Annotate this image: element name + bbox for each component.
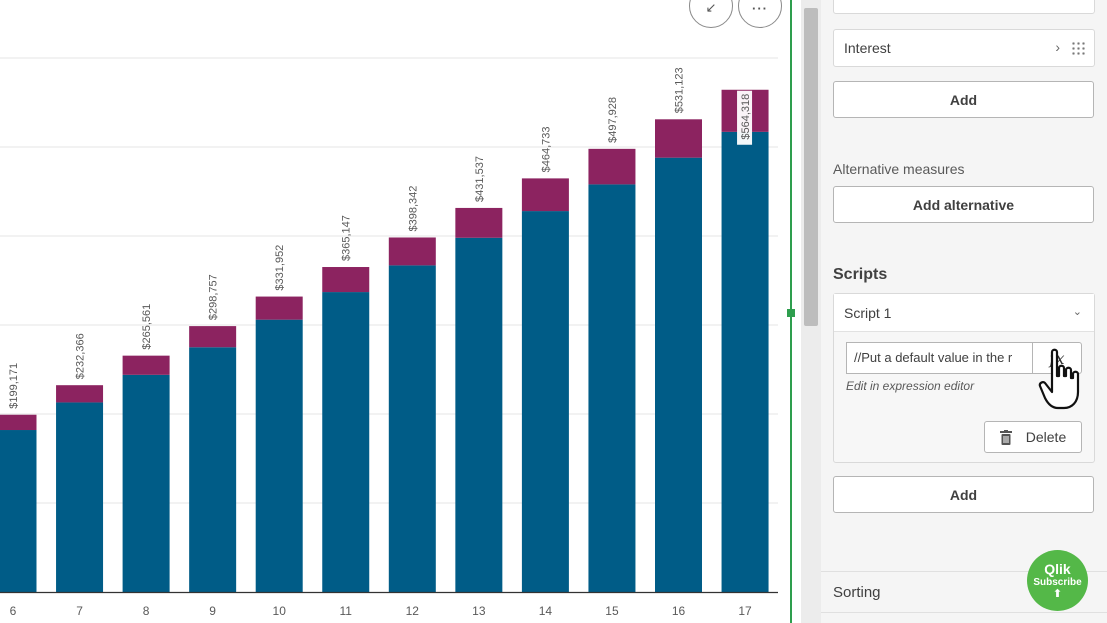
bar-segment-base[interactable] — [588, 184, 636, 592]
data-label: $464,733 — [540, 126, 552, 172]
arrow-up-icon: ⬆ — [1052, 587, 1063, 600]
bar-segment-interest[interactable] — [588, 148, 636, 185]
bar-segment-base[interactable] — [521, 211, 569, 592]
bar-segment-interest[interactable] — [56, 385, 104, 403]
alternative-measures-label: Alternative measures — [833, 161, 965, 177]
bar-segment-interest[interactable] — [322, 267, 370, 293]
bar-segment-interest[interactable] — [655, 119, 702, 158]
subscribe-label: Subscribe — [1033, 576, 1082, 588]
bar-segment-base[interactable] — [655, 157, 702, 592]
data-label: $431,537 — [474, 156, 486, 202]
bar-segment-base[interactable] — [322, 292, 370, 592]
previous-measure-box[interactable] — [833, 0, 1095, 14]
x-tick-label: 16 — [672, 604, 686, 618]
measure-label: Interest — [844, 40, 891, 56]
hand-pointer-cursor-icon — [1038, 348, 1080, 410]
x-tick-label: 6 — [10, 604, 17, 618]
scripts-heading: Scripts — [833, 266, 888, 283]
script-header[interactable]: Script 1 ⌄ — [834, 294, 1094, 332]
trash-icon — [999, 429, 1012, 445]
script-title: Script 1 — [844, 304, 892, 321]
x-tick-label: 13 — [472, 604, 486, 618]
bar-segment-interest[interactable] — [388, 237, 436, 266]
data-label: $331,952 — [274, 245, 286, 291]
chart-area: $199,171 6 $232,366 7 $265,561 8 $298,757 9 $331… — [0, 0, 782, 618]
data-label: $497,928 — [607, 97, 619, 143]
add-alternative-button[interactable]: Add alternative — [833, 186, 1094, 223]
bar-segment-base[interactable] — [388, 265, 436, 592]
scrollbar-thumb[interactable] — [804, 8, 818, 326]
minimize-arrow-icon: ↙ — [705, 0, 717, 15]
bar-segment-interest[interactable] — [255, 296, 303, 320]
data-label: $564,318 — [740, 94, 752, 140]
expression-hint: Edit in expression editor — [846, 379, 975, 393]
bar-segment-interest[interactable] — [0, 414, 37, 431]
bar-segment-base[interactable] — [189, 347, 237, 592]
bar-segment-interest[interactable] — [122, 355, 170, 375]
bar-segment-interest[interactable] — [455, 207, 503, 238]
bar-segment-base[interactable] — [122, 374, 170, 592]
bar-segment-base[interactable] — [0, 430, 37, 592]
data-label: $199,171 — [8, 363, 20, 409]
data-label: $232,366 — [75, 333, 87, 379]
add-measure-button[interactable]: Add — [833, 81, 1094, 118]
sorting-label: Sorting — [833, 583, 881, 601]
measure-item-interest[interactable]: Interest › — [833, 29, 1095, 67]
more-dots-icon: ··· — [752, 1, 768, 16]
stacked-bar-chart: $199,171 6 $232,366 7 $265,561 8 $298,757 9 $331… — [0, 57, 778, 618]
qlik-subscribe-badge[interactable]: Qlik Subscribe ⬆ — [1027, 550, 1088, 611]
x-tick-label: 11 — [340, 604, 353, 618]
x-tick-label: 15 — [605, 604, 619, 618]
drag-grip-icon[interactable] — [1071, 41, 1085, 57]
delete-label: Delete — [1025, 429, 1067, 445]
x-tick-label: 14 — [539, 604, 553, 618]
chevron-right-icon[interactable]: › — [1055, 39, 1060, 55]
x-tick-label: 12 — [406, 604, 420, 618]
script-expression-input[interactable]: //Put a default value in the r — [846, 342, 1034, 374]
data-label: $265,561 — [141, 304, 153, 350]
properties-panel: Interest › Add Alternative measures Add … — [821, 0, 1107, 623]
x-tick-label: 7 — [76, 604, 83, 618]
bar-segment-base[interactable] — [255, 319, 303, 592]
data-label: $398,342 — [407, 186, 419, 232]
add-script-button[interactable]: Add — [833, 476, 1094, 513]
data-label: $298,757 — [208, 274, 220, 320]
delete-script-button[interactable]: Delete — [984, 421, 1082, 453]
x-tick-label: 17 — [738, 604, 752, 618]
bar-segment-base[interactable] — [56, 402, 104, 592]
x-tick-label: 8 — [143, 604, 150, 618]
bar-segment-base[interactable] — [721, 131, 769, 592]
qlik-logo: Qlik — [1044, 560, 1071, 577]
bar-segment-base[interactable] — [455, 237, 503, 592]
x-tick-label: 9 — [209, 604, 216, 618]
bar-segment-interest[interactable] — [189, 326, 237, 348]
bar-segment-interest[interactable] — [521, 178, 569, 212]
data-label-background — [737, 90, 753, 145]
data-label: $365,147 — [341, 215, 353, 261]
data-label: $531,123 — [674, 67, 686, 113]
x-tick-label: 10 — [273, 604, 287, 618]
chevron-down-icon[interactable]: ⌄ — [1072, 306, 1082, 318]
resize-handle[interactable] — [787, 309, 795, 317]
